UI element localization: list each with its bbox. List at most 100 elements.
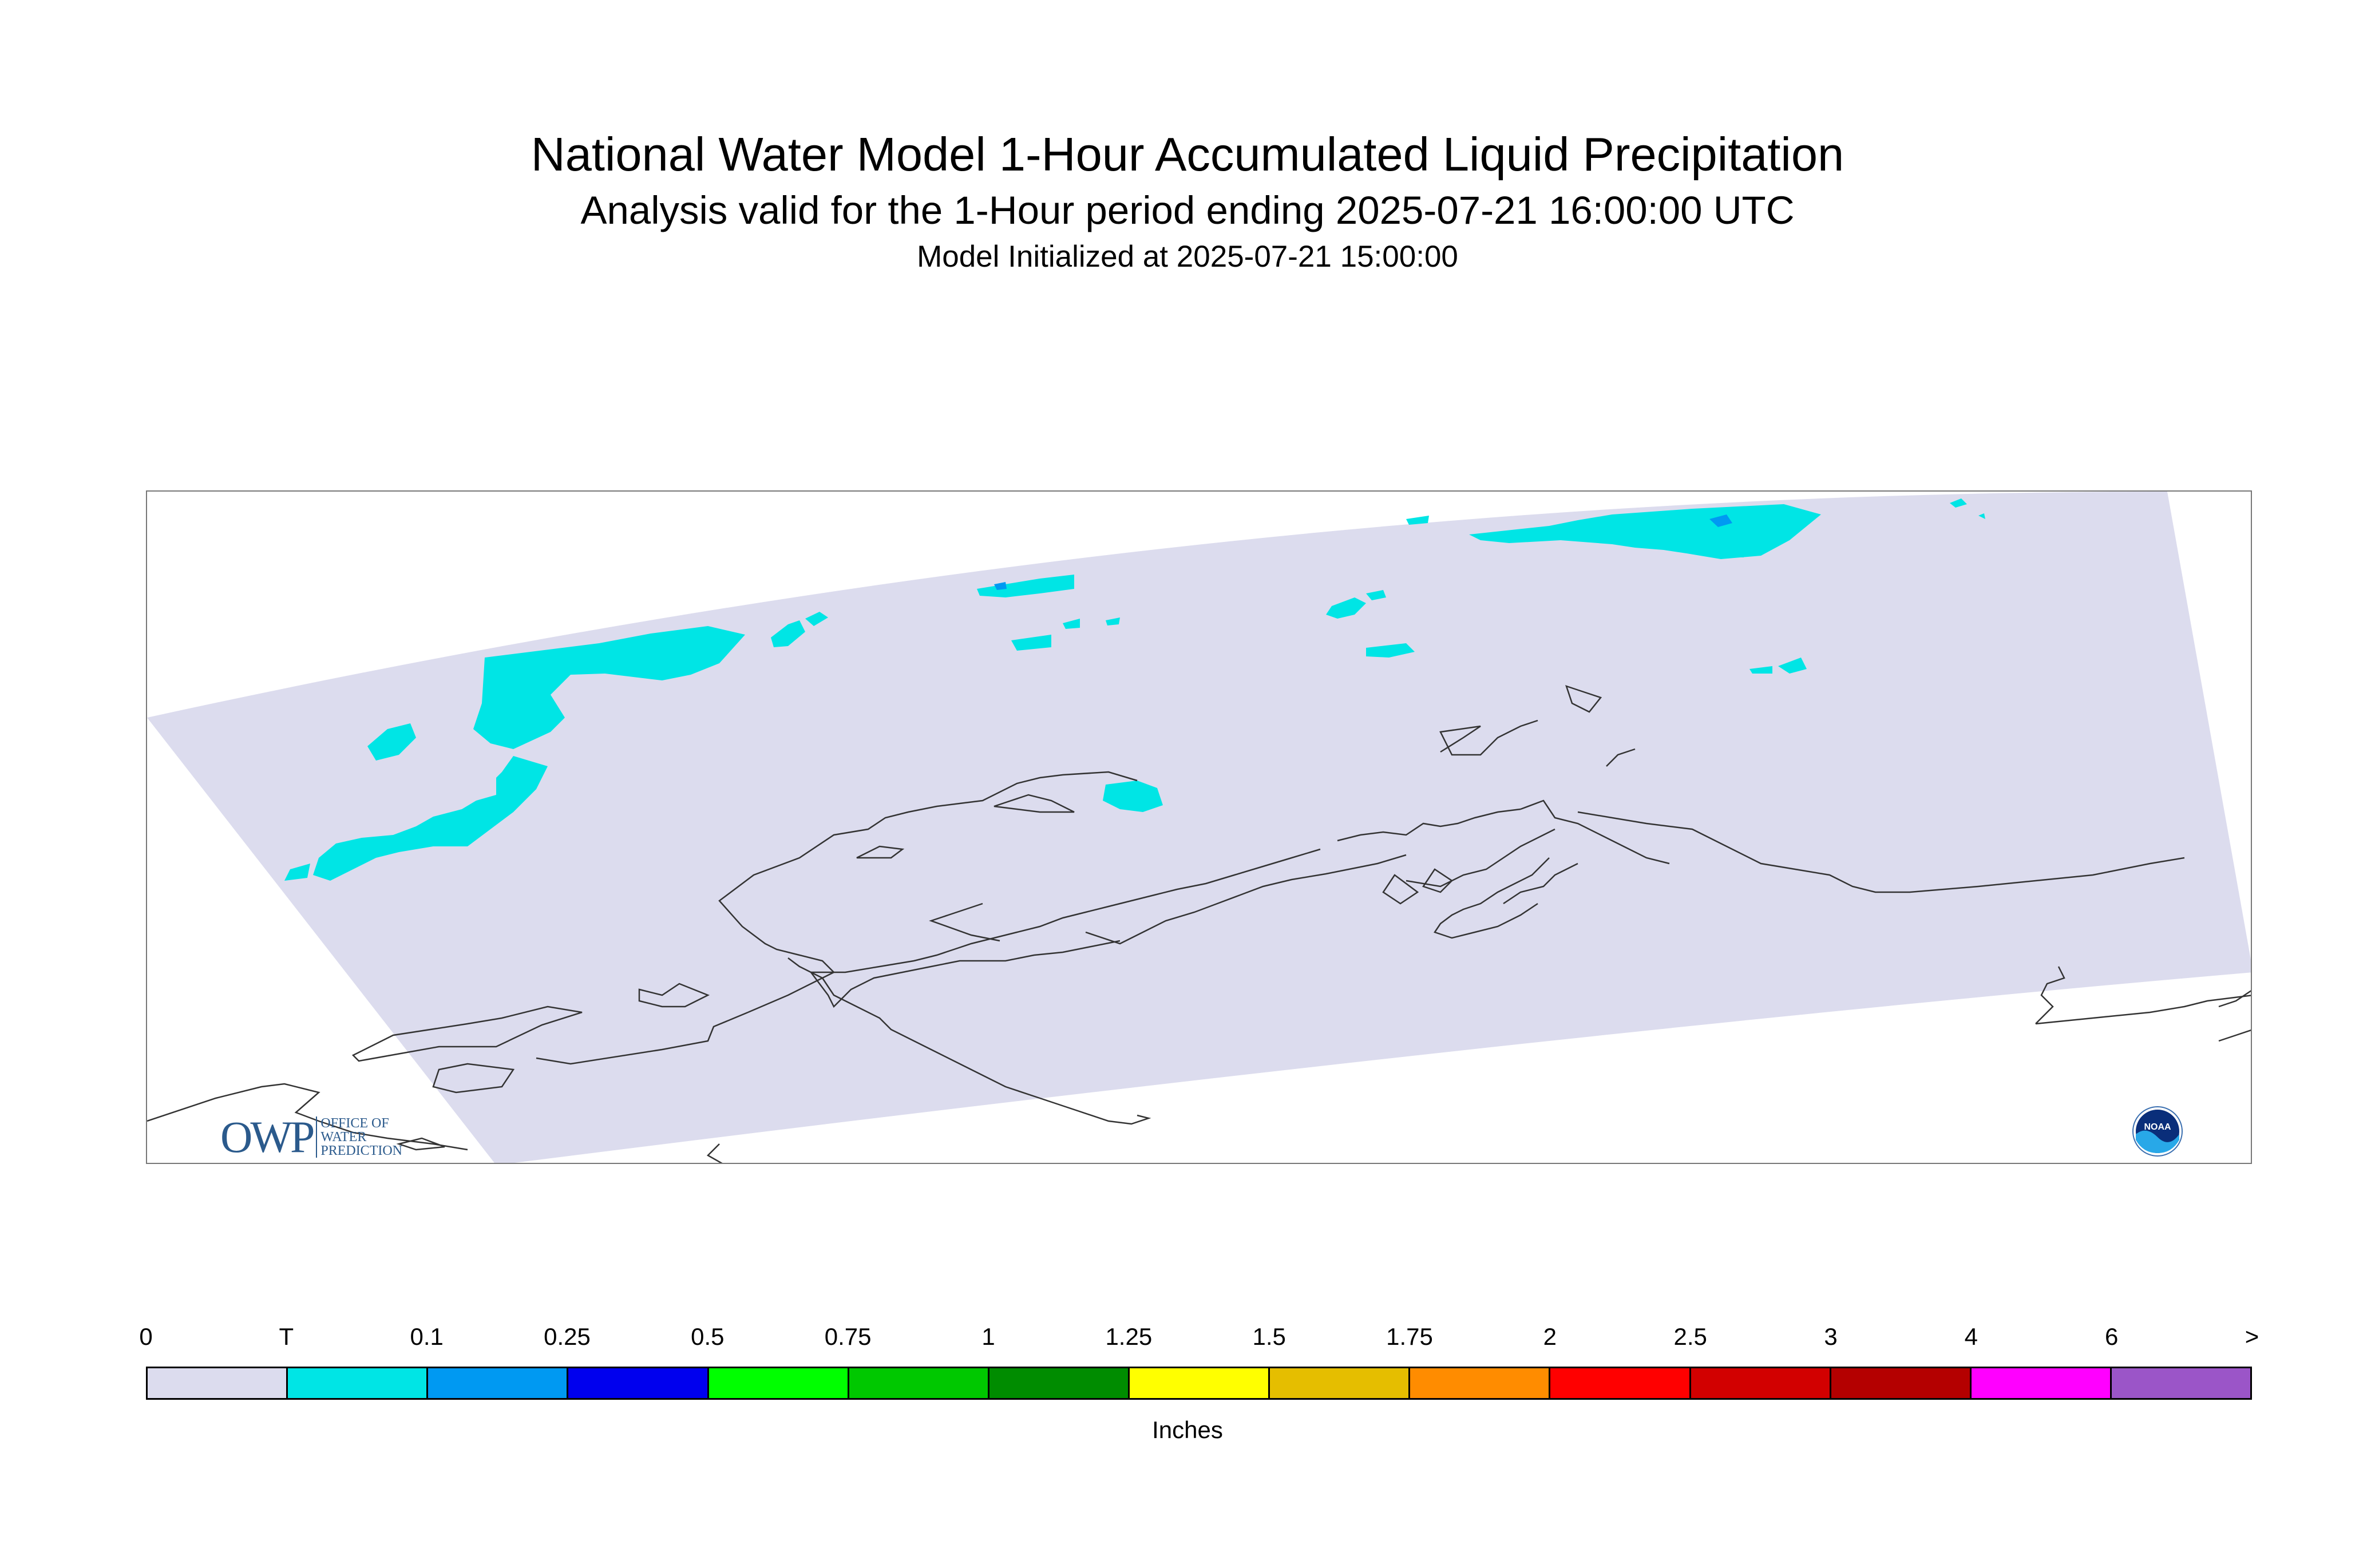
legend-swatch [568, 1368, 709, 1398]
legend-tick-label: 4 [1964, 1323, 1978, 1350]
coastline [1422, 868, 1453, 893]
precip-light-areas [994, 514, 1732, 590]
coastline [993, 794, 1075, 813]
coastline [811, 848, 1321, 973]
legend-swatch [1691, 1368, 1831, 1398]
model-init-line: Model Initialized at 2025-07-21 15:00:00 [917, 240, 1458, 274]
legend-swatch [1270, 1368, 1411, 1398]
precip-area [1011, 635, 1051, 651]
coastline [351, 1005, 583, 1062]
coastline [2035, 966, 2065, 1024]
precip-area [1103, 781, 1163, 812]
coastline [1337, 808, 1521, 842]
precip-area [367, 723, 416, 761]
owp-line-2: WATER [320, 1130, 367, 1145]
legend-swatch [1831, 1368, 1972, 1398]
precip-area [1406, 516, 1429, 525]
legend-swatch [989, 1368, 1130, 1398]
coastline [2218, 990, 2251, 1008]
precip-area [1326, 597, 1366, 619]
legend-units: Inches [1152, 1416, 1223, 1443]
precip-trace-areas [284, 498, 1985, 881]
coastline [929, 902, 1000, 942]
legend-swatch [1410, 1368, 1551, 1398]
precip-area [994, 582, 1007, 590]
map-subtitle: Analysis valid for the 1-Hour period end… [580, 188, 1795, 232]
map-panel [146, 490, 2252, 1164]
precip-area [1366, 590, 1386, 600]
legend-swatch [849, 1368, 989, 1398]
coastline [396, 1137, 445, 1151]
precip-area [1950, 498, 1967, 508]
coastline [718, 771, 1138, 1013]
coastline [2035, 995, 2251, 1025]
owp-line-3: PREDICTION [320, 1143, 403, 1158]
noaa-emblem: NOAA [2132, 1106, 2183, 1157]
precip-area [1469, 504, 1821, 559]
precip-area [1366, 643, 1415, 658]
precip-area [1106, 617, 1120, 625]
legend-tick-label: 0.75 [824, 1323, 872, 1350]
legend-tick-label: 0.1 [410, 1323, 444, 1350]
legend-swatch [1129, 1368, 1270, 1398]
legend-tick-label: 1 [981, 1323, 995, 1350]
coastline [856, 845, 905, 859]
legend-tick-label: 3 [1824, 1323, 1838, 1350]
coastlines [147, 685, 2251, 1163]
coastline [1434, 857, 1550, 939]
precipitation-map [147, 492, 2251, 1163]
coastline [810, 940, 1121, 1008]
precip-area [977, 575, 1074, 597]
precip-area [473, 626, 745, 749]
coastline [638, 983, 710, 1008]
legend-swatch [148, 1368, 288, 1398]
coastline [536, 1011, 749, 1065]
legend-swatch [428, 1368, 569, 1398]
precip-area [771, 620, 805, 647]
legend-tick-label: 1.5 [1252, 1323, 1286, 1350]
legend-swatch [1550, 1368, 1691, 1398]
owp-letters: OWP [220, 1112, 315, 1162]
noaa-logo: NOAA [2132, 1106, 2183, 1160]
precip-area [1778, 658, 1807, 674]
coastline [2218, 1030, 2251, 1042]
precip-area [1978, 513, 1985, 519]
legend-tick-label: 1.25 [1105, 1323, 1153, 1350]
noaa-text: NOAA [2144, 1122, 2171, 1132]
coastline [1406, 828, 1555, 888]
coastline [787, 957, 1151, 1125]
precip-area [313, 756, 548, 881]
precip-area [284, 864, 310, 881]
owp-logo: OWP OFFICE OF WATER PREDICTION [220, 1111, 402, 1163]
legend-tick-label: 2 [1543, 1323, 1557, 1350]
legend-swatch [1971, 1368, 2112, 1398]
coastline [1606, 748, 1636, 767]
legend-tick-label: 2.5 [1673, 1323, 1707, 1350]
coastline [1565, 685, 1602, 713]
legend-tick-label: 0 [139, 1323, 153, 1350]
coastline [147, 1083, 468, 1151]
owp-line-1: OFFICE OF [320, 1116, 389, 1131]
legend-swatch [288, 1368, 429, 1398]
precip-area [1749, 666, 1772, 674]
color-legend [146, 1367, 2252, 1400]
precip-area [1727, 549, 1744, 557]
legend-swatch [2111, 1368, 2251, 1398]
coastline [1382, 874, 1419, 905]
coastline [1577, 811, 2185, 893]
legend-swatch [708, 1368, 849, 1398]
legend-tick-label: 0.5 [691, 1323, 725, 1350]
legend-tick-label: 1.75 [1386, 1323, 1433, 1350]
coastline [1085, 854, 1407, 945]
legend-tick-label: T [279, 1323, 294, 1350]
coastline [1439, 719, 1538, 756]
precip-area [1709, 514, 1732, 527]
coastline [706, 1143, 723, 1163]
coastline [1520, 799, 1670, 865]
legend-tick-label: 6 [2104, 1323, 2119, 1350]
precip-area [805, 612, 828, 626]
coastline [432, 1063, 515, 1094]
legend-tick-label: 0.25 [544, 1323, 591, 1350]
coastline [1503, 862, 1578, 905]
map-title: National Water Model 1-Hour Accumulated … [531, 128, 1844, 181]
